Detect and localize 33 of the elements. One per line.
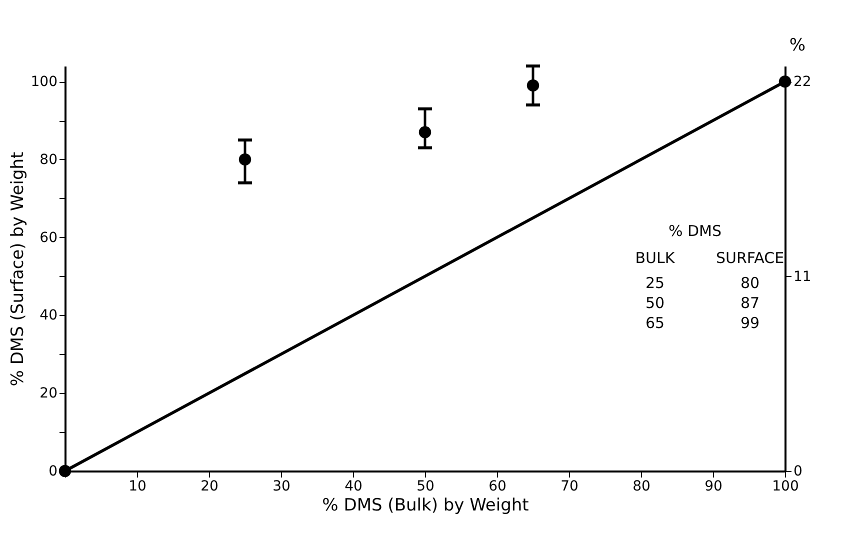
y-tick-label: 60 [40,230,58,246]
x-tick-label: 80 [632,478,650,494]
x-tick-label: 70 [560,478,578,494]
annotation: 50 [645,294,665,312]
y-tick-label: 100 [30,74,58,90]
annotation: 99 [740,314,760,332]
x-axis-title: % DMS (Bulk) by Weight [322,496,530,516]
y2-axis-title: % [789,36,806,56]
y-axis-title: % DMS (Surface) by Weight [8,151,28,386]
x-tick-label: 30 [272,478,290,494]
x-tick-label: 10 [128,478,146,494]
annotation: BULK [635,249,676,267]
x-tick-label: 90 [704,478,722,494]
x-tick-label: 20 [200,478,218,494]
annotation: SURFACE [716,249,784,267]
y2-tick-label: 22 [794,74,812,90]
y-tick-label: 0 [48,464,58,480]
y-tick-label: 80 [40,152,58,168]
point [778,75,792,88]
y-tick-label: 40 [40,308,58,324]
annotation: 65 [645,314,665,332]
y2-tick-label: 0 [794,464,802,480]
annotation: 80 [740,274,760,292]
x-tick-label: 50 [416,478,434,494]
point [58,464,72,478]
annotation: 87 [740,294,760,312]
x-tick-label: 60 [488,478,506,494]
x-tick-label: 40 [344,478,362,494]
x-tick-label: 100 [772,478,799,494]
y2-tick-label: 11 [794,268,812,285]
annotation: 25 [645,274,665,292]
y-tick-label: 20 [40,386,58,402]
annotation: % DMS [668,222,722,240]
